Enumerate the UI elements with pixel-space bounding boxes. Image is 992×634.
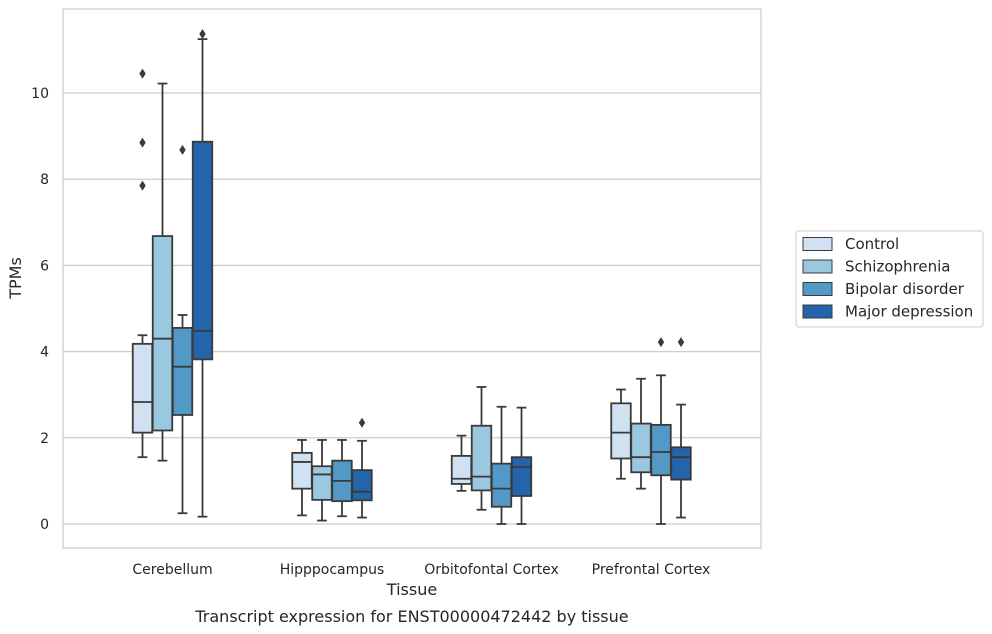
- box: [630, 377, 652, 490]
- series-schizophrenia: [151, 82, 652, 522]
- legend-label: Major depression: [845, 303, 973, 321]
- box: [470, 386, 493, 511]
- outlier-point: [179, 144, 186, 155]
- outlier-point: [139, 137, 146, 148]
- series-bipolar-disorder: [171, 144, 672, 525]
- legend-swatch: [802, 259, 833, 274]
- x-tick-label: Hipppocampus: [280, 562, 385, 578]
- box-series: [131, 28, 692, 525]
- outlier-point: [199, 28, 206, 39]
- outlier-point: [657, 337, 665, 348]
- box-iqr: [650, 423, 672, 477]
- legend: Control Schizophrenia Bipolar disorder Majo…: [795, 230, 984, 328]
- box: [670, 337, 692, 519]
- y-tick-labels: 0 2 4 6 8 10: [31, 86, 49, 533]
- box: [610, 388, 632, 480]
- outlier-point: [139, 68, 146, 79]
- box: [351, 417, 373, 519]
- legend-swatch: [802, 237, 833, 251]
- box-iqr: [470, 424, 493, 492]
- x-tick-label: Cerebellum: [132, 562, 212, 578]
- legend-label: Schizophrenia: [845, 258, 950, 276]
- box: [650, 337, 672, 525]
- y-tick-label: 6: [40, 258, 49, 274]
- box-iqr: [490, 462, 513, 508]
- box-iqr: [291, 451, 313, 490]
- legend-label: Bipolar disorder: [845, 280, 965, 298]
- y-tick-label: 2: [40, 431, 49, 447]
- box-iqr: [510, 456, 533, 497]
- box-iqr: [351, 469, 373, 502]
- outlier-point: [358, 417, 366, 428]
- chart-caption: Transcript expression for ENST0000047244…: [194, 607, 628, 626]
- box-iqr: [151, 235, 174, 432]
- box: [291, 439, 313, 517]
- x-axis-label: Tissue: [386, 580, 437, 599]
- y-tick-label: 0: [40, 517, 49, 533]
- box-iqr: [171, 326, 194, 416]
- box-iqr: [311, 465, 333, 501]
- box: [191, 28, 214, 518]
- outlier-point: [139, 180, 146, 191]
- legend-frame: [795, 230, 984, 328]
- y-tick-label: 8: [40, 172, 49, 188]
- x-tick-label: Prefrontal Cortex: [592, 562, 711, 578]
- legend-label: Control: [845, 235, 899, 253]
- box-iqr: [610, 402, 632, 460]
- y-tick-label: 4: [40, 345, 49, 361]
- series-major-depression: [191, 28, 692, 525]
- y-tick-label: 10: [31, 86, 49, 102]
- outlier-point: [677, 337, 685, 348]
- x-tick-labels: Cerebellum Hipppocampus Orbitofontal Corte…: [132, 562, 710, 578]
- legend-swatch: [802, 304, 833, 319]
- box: [510, 406, 533, 525]
- box-iqr: [450, 455, 473, 485]
- box-iqr: [131, 342, 154, 434]
- box-iqr: [670, 446, 692, 481]
- box-iqr: [191, 140, 214, 361]
- legend-swatch: [802, 282, 833, 296]
- box-iqr: [630, 422, 652, 474]
- y-axis-label: TPMs: [6, 257, 25, 300]
- x-tick-label: Orbitofontal Cortex: [424, 562, 559, 578]
- series-control: [131, 68, 632, 517]
- box: [171, 144, 194, 515]
